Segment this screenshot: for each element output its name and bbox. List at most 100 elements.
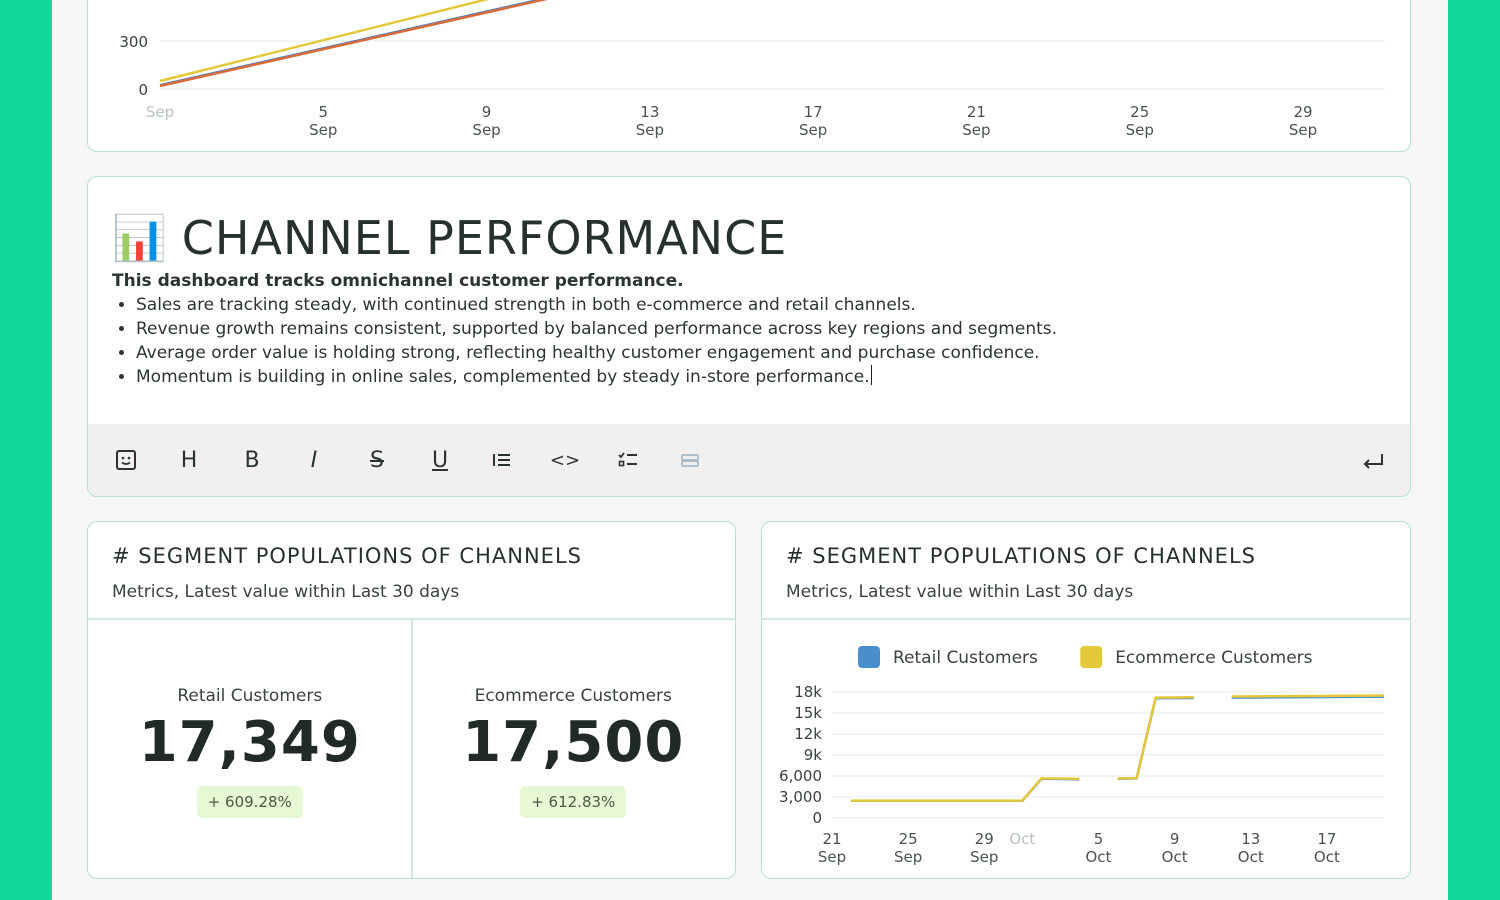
embed-button[interactable] — [675, 445, 705, 475]
embed-icon — [681, 454, 699, 467]
bold-button[interactable]: B — [244, 447, 260, 473]
y-tick-label: 3,000 — [779, 788, 822, 806]
card-divider — [88, 618, 735, 620]
editor-bullet-last: Momentum is building in online sales, co… — [136, 365, 1057, 389]
x-tick-month: Sep — [818, 848, 846, 866]
x-tick-month: Oct — [1314, 848, 1340, 866]
series-line — [159, 0, 548, 88]
series-line-ecommerce-customers — [851, 777, 1080, 802]
metric-value: 17,349 — [138, 710, 361, 775]
x-tick-day: 5 — [1094, 830, 1104, 848]
x-tick-day: 17 — [1317, 830, 1336, 848]
line-chart-card-top: 300 0 Sep 5 Sep 9 Sep 13 Sep 17 Sep 21 Sep 25 Sep 29 Sep — [87, 0, 1411, 152]
x-tick-month: Sep — [1289, 121, 1317, 139]
x-tick-month: Sep — [309, 121, 337, 139]
editor-content[interactable]: This dashboard tracks omnichannel custom… — [112, 269, 1057, 389]
x-tick-month: Oct — [1009, 830, 1035, 848]
legend-label: Retail Customers — [893, 648, 1038, 668]
metric-delta-badge: + 609.28% — [196, 786, 303, 818]
x-tick-month: Sep — [962, 121, 990, 139]
y-tick-label: 0 — [812, 809, 822, 827]
chart-legend: Retail Customers Ecommerce Customers — [858, 646, 1313, 668]
legend-swatch — [1080, 646, 1103, 668]
chart-card-title: # SEGMENT POPULATIONS OF CHANNELS — [786, 544, 1256, 568]
x-tick-month: Sep — [146, 103, 174, 121]
list-button[interactable] — [487, 445, 517, 475]
x-tick-day: 25 — [1130, 103, 1149, 121]
list-icon — [493, 454, 510, 466]
series-line — [159, 0, 490, 83]
editor-bullet-text: Momentum is building in online sales, co… — [136, 367, 870, 387]
x-tick-month: Sep — [799, 121, 827, 139]
segment-line-chart: Retail Customers Ecommerce Customers 0 3,00… — [779, 646, 1385, 866]
metric-value: 17,500 — [462, 710, 685, 775]
metric-card-subtitle: Metrics, Latest value within Last 30 day… — [112, 582, 460, 602]
y-tick-label: 6,000 — [779, 767, 822, 785]
x-tick-month: Sep — [970, 848, 998, 866]
card-divider — [762, 618, 1410, 620]
return-arrow-icon — [1363, 454, 1383, 469]
italic-button[interactable]: I — [310, 447, 318, 473]
code-button[interactable]: <> — [549, 449, 581, 471]
metric-card-title: # SEGMENT POPULATIONS OF CHANNELS — [112, 544, 582, 568]
metric-separator — [411, 620, 413, 878]
strikethrough-button[interactable]: S — [370, 447, 384, 473]
editor-bullet: Sales are tracking steady, with continue… — [136, 293, 1057, 317]
series-line-ecommerce-customers — [1231, 694, 1385, 698]
metric-delta-badge: + 612.83% — [520, 786, 627, 818]
x-tick-month: Sep — [636, 121, 664, 139]
x-tick-day: 5 — [319, 103, 329, 121]
x-tick-month: Oct — [1238, 848, 1264, 866]
x-tick-month: Sep — [472, 121, 500, 139]
x-tick-day: 9 — [482, 103, 492, 121]
x-tick-day: 29 — [1293, 103, 1312, 121]
x-tick-month: Sep — [1126, 121, 1154, 139]
legend-label: Ecommerce Customers — [1115, 648, 1312, 668]
series-line-retail-customers — [1117, 696, 1194, 781]
smiley-icon — [116, 450, 136, 470]
metric-retail: Retail Customers 17,349 + 609.28% — [88, 620, 412, 878]
undo-button[interactable] — [1358, 445, 1388, 475]
metric-card: # SEGMENT POPULATIONS OF CHANNELS Metric… — [87, 521, 736, 879]
legend-swatch — [858, 646, 880, 668]
bar-chart-emoji-icon: 📊 — [112, 213, 168, 264]
series-line-ecommerce-customers — [1117, 696, 1194, 780]
x-tick-day: 17 — [804, 103, 823, 121]
y-tick-label: 18k — [794, 683, 822, 701]
editor-title[interactable]: 📊 CHANNEL PERFORMANCE — [112, 211, 787, 265]
metric-ecommerce: Ecommerce Customers 17,500 + 612.83% — [412, 620, 736, 878]
underline-button[interactable]: U — [431, 447, 449, 473]
checklist-button[interactable] — [613, 445, 643, 475]
y-tick-label: 0 — [138, 81, 148, 99]
checklist-icon — [618, 452, 637, 467]
text-editor-card[interactable]: 📊 CHANNEL PERFORMANCE This dashboard tra… — [87, 176, 1411, 497]
editor-bullet: Revenue growth remains consistent, suppo… — [136, 317, 1057, 341]
emoji-picker-button[interactable] — [111, 445, 141, 475]
y-tick-label: 300 — [119, 33, 148, 51]
x-tick-day: 9 — [1170, 830, 1180, 848]
metric-label: Retail Customers — [177, 686, 323, 706]
editor-bullet: Average order value is holding strong, r… — [136, 341, 1057, 365]
x-tick-day: 21 — [967, 103, 986, 121]
x-tick-day: 21 — [822, 830, 841, 848]
dashboard-page: 300 0 Sep 5 Sep 9 Sep 13 Sep 17 Sep 21 Sep 25 Sep 29 Sep… — [52, 0, 1448, 900]
editor-title-text: CHANNEL PERFORMANCE — [181, 211, 788, 265]
series-line — [159, 0, 542, 86]
y-tick-label: 15k — [794, 704, 822, 722]
editor-toolbar: H B I S U <> — [88, 424, 1410, 496]
y-tick-label: 9k — [804, 746, 823, 764]
segment-chart-card: # SEGMENT POPULATIONS OF CHANNELS Metric… — [761, 521, 1411, 879]
x-tick-day: 13 — [1241, 830, 1260, 848]
text-caret — [870, 365, 873, 385]
editor-bullet-list: Sales are tracking steady, with continue… — [112, 293, 1057, 389]
x-tick-month: Oct — [1162, 848, 1188, 866]
y-tick-label: 12k — [794, 725, 822, 743]
heading-button[interactable]: H — [180, 447, 198, 473]
x-tick-day: 29 — [975, 830, 994, 848]
x-tick-day: 25 — [899, 830, 918, 848]
metric-label: Ecommerce Customers — [474, 686, 672, 706]
x-tick-day: 13 — [640, 103, 659, 121]
x-tick-month: Sep — [894, 848, 922, 866]
chart-card-subtitle: Metrics, Latest value within Last 30 day… — [786, 582, 1134, 602]
